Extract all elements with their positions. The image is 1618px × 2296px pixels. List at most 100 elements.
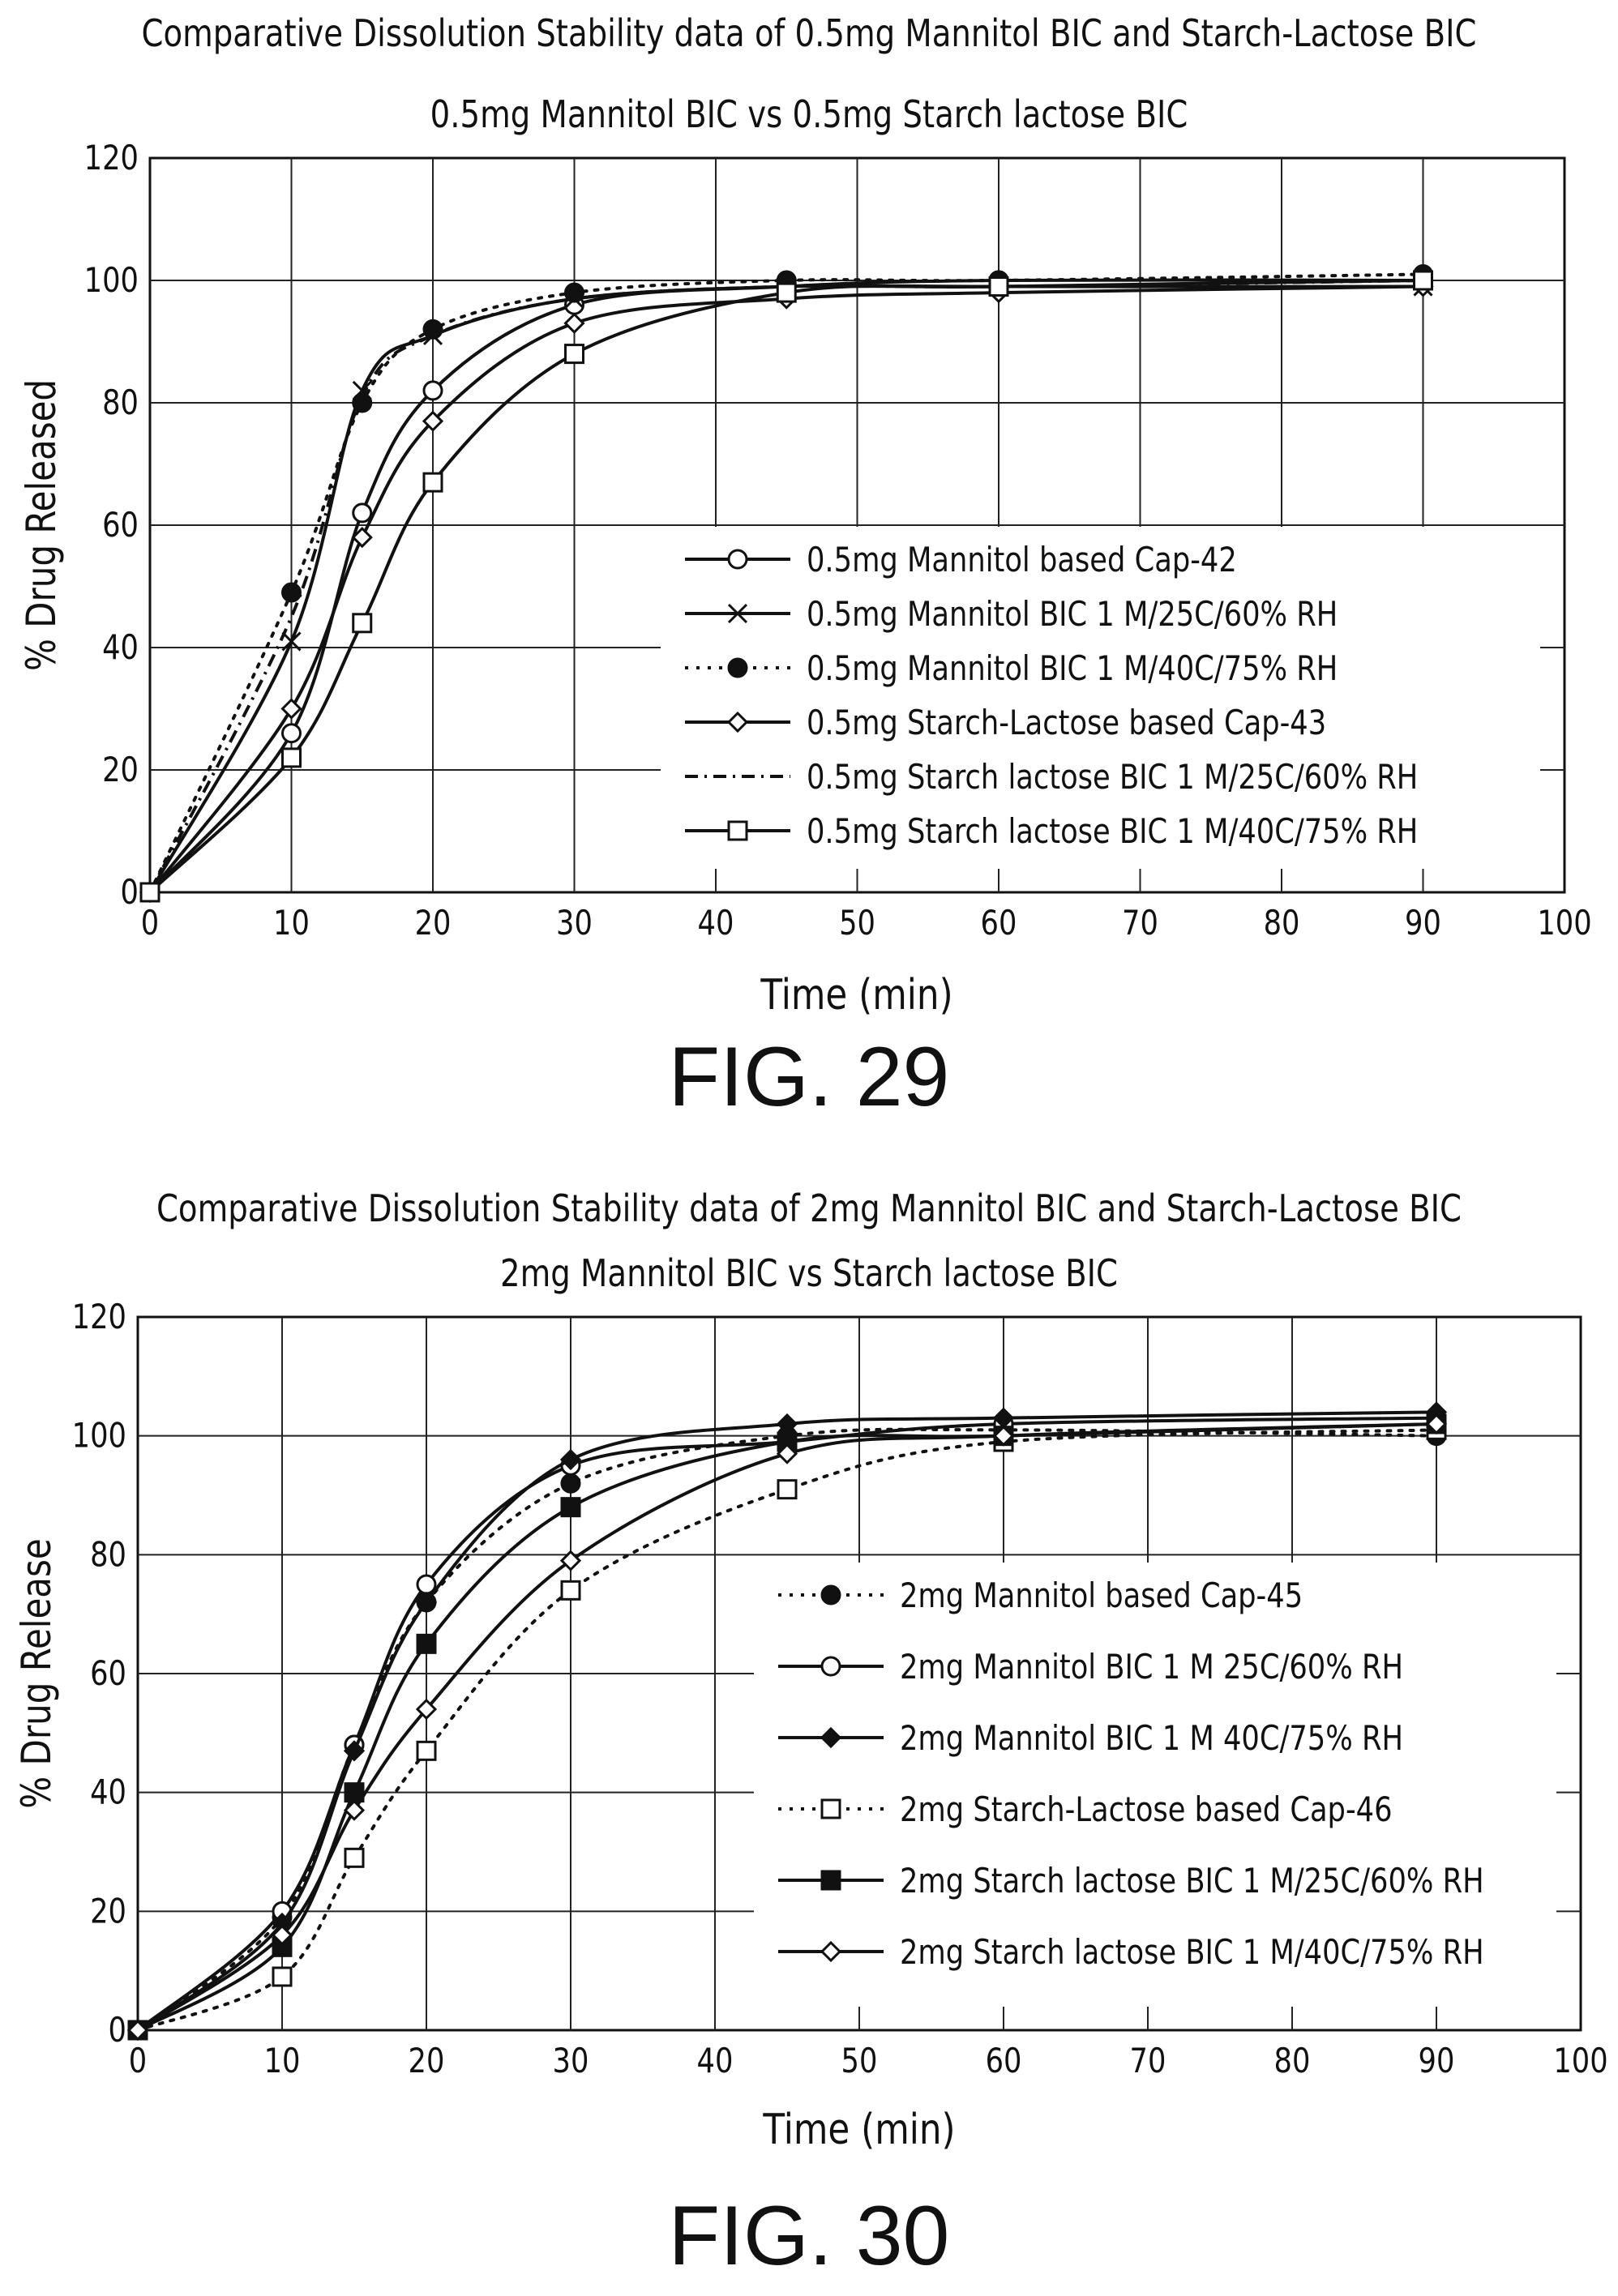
- x-tick-label: 40: [698, 904, 734, 943]
- x-tick-label: 20: [415, 904, 452, 943]
- data-point: [560, 1580, 581, 1601]
- y-tick-label: 120: [84, 139, 139, 178]
- y-tick-label: 20: [90, 1892, 126, 1931]
- chart-title: Comparative Dissolution Stability data o…: [141, 11, 1477, 55]
- chart-subtitle: 2mg Mannitol BIC vs Starch lactose BIC: [500, 1251, 1118, 1295]
- data-point: [564, 344, 584, 365]
- data-point: [422, 319, 443, 340]
- x-tick-label: 50: [839, 904, 875, 943]
- x-tick-label: 80: [1264, 904, 1300, 943]
- legend-swatch-marker: [820, 1870, 841, 1891]
- series-line: [148, 279, 1423, 893]
- y-tick-label: 0: [121, 873, 139, 913]
- data-point: [343, 1799, 366, 1821]
- series-5: [148, 279, 1423, 893]
- data-point: [281, 582, 302, 603]
- data-point: [560, 1473, 581, 1494]
- x-tick-label: 70: [1130, 2042, 1166, 2081]
- y-tick-label: 100: [72, 1417, 126, 1456]
- series-line: [148, 284, 1423, 894]
- chart-title: Comparative Dissolution Stability data o…: [156, 1186, 1462, 1230]
- series-line: [136, 1416, 1437, 2032]
- data-point: [988, 276, 1009, 297]
- data-point: [139, 882, 161, 903]
- data-point: [563, 312, 585, 334]
- x-tick-label: 30: [556, 904, 593, 943]
- chart-subtitle: 0.5mg Mannitol BIC vs 0.5mg Starch lacto…: [430, 92, 1188, 136]
- data-point: [422, 410, 444, 432]
- series-6: [139, 270, 1433, 903]
- data-point: [776, 282, 797, 303]
- legend-label: 0.5mg Mannitol BIC 1 M/40C/75% RH: [807, 649, 1338, 689]
- legend-swatch-marker: [820, 1656, 841, 1677]
- y-tick-label: 60: [102, 506, 139, 545]
- data-point: [352, 502, 373, 524]
- figure-30: Comparative Dissolution Stability data o…: [0, 1151, 1618, 2296]
- legend-label: 0.5mg Starch-Lactose based Cap-43: [807, 703, 1326, 743]
- data-point: [281, 747, 302, 768]
- y-tick-label: 20: [102, 750, 139, 790]
- legend-label: 0.5mg Mannitol BIC 1 M/25C/60% RH: [807, 595, 1338, 635]
- x-tick-label: 80: [1274, 2042, 1311, 2081]
- y-tick-label: 40: [90, 1773, 126, 1813]
- legend-label: 2mg Starch-Lactose based Cap-46: [900, 1790, 1393, 1830]
- y-axis-label: % Drug Release: [12, 1538, 59, 1808]
- x-axis-label: Time (min): [762, 2105, 955, 2154]
- chart-29-svg: 0 10 20 30 40 50 60 70 80 90 100 0 20 40 60 80 100 120 0.…: [17, 139, 1591, 1020]
- y-tick-label: 40: [102, 628, 139, 668]
- legend-swatch-marker: [820, 1798, 841, 1819]
- data-point: [416, 1740, 437, 1761]
- data-point: [776, 1443, 798, 1464]
- figure-label: FIG. 29: [668, 1030, 950, 1124]
- data-point: [352, 613, 373, 634]
- data-point: [992, 1425, 1015, 1447]
- x-tick-label: 0: [141, 904, 159, 943]
- series-6: [126, 1413, 1448, 2042]
- y-tick-label: 120: [72, 1298, 126, 1337]
- data-point: [281, 631, 302, 652]
- series-line: [148, 278, 1423, 894]
- data-point: [415, 1591, 438, 1614]
- y-tick-label: 80: [90, 1535, 126, 1575]
- data-point: [126, 2019, 149, 2042]
- legend-swatch-marker: [727, 820, 748, 841]
- data-point: [777, 1479, 798, 1500]
- data-point: [351, 526, 373, 549]
- y-tick-label: 100: [84, 261, 139, 301]
- data-point: [272, 1966, 293, 1987]
- data-point: [559, 1448, 582, 1471]
- legend-label: 0.5mg Mannitol based Cap-42: [807, 541, 1237, 580]
- y-tick-label: 0: [109, 2011, 126, 2050]
- legend-swatch-marker: [820, 1584, 841, 1605]
- data-point: [415, 1698, 438, 1721]
- data-point: [343, 1740, 366, 1762]
- legend-label: 2mg Starch lactose BIC 1 M/40C/75% RH: [900, 1933, 1484, 1973]
- x-axis-label: Time (min): [760, 970, 952, 1020]
- data-point: [416, 1574, 437, 1595]
- figure-label: FIG. 30: [668, 2189, 950, 2283]
- series-line: [148, 279, 1423, 894]
- series-line: [136, 1410, 1437, 2032]
- x-tick-label: 90: [1405, 904, 1441, 943]
- x-tick-label: 100: [1537, 904, 1591, 943]
- legend-label: 0.5mg Starch lactose BIC 1 M/40C/75% RH: [807, 812, 1418, 852]
- x-tick-label: 0: [129, 2042, 147, 2081]
- x-tick-label: 90: [1419, 2042, 1455, 2081]
- legend-label: 2mg Mannitol BIC 1 M 25C/60% RH: [900, 1648, 1403, 1687]
- x-tick-label: 50: [841, 2042, 878, 2081]
- legend-label: 2mg Starch lactose BIC 1 M/25C/60% RH: [900, 1862, 1484, 1901]
- y-tick-label: 80: [102, 383, 139, 423]
- x-tick-label: 10: [264, 2042, 301, 2081]
- figure-29: Comparative Dissolution Stability data o…: [0, 0, 1618, 1135]
- data-point: [344, 1847, 365, 1868]
- legend-swatch-marker: [727, 657, 748, 678]
- data-point: [559, 1550, 582, 1571]
- data-point: [1425, 1413, 1448, 1435]
- legend-label: 2mg Mannitol BIC 1 M 40C/75% RH: [900, 1719, 1403, 1759]
- x-tick-label: 60: [986, 2042, 1022, 2081]
- legend-swatch-marker: [727, 603, 748, 624]
- data-point: [271, 1924, 293, 1946]
- data-point: [416, 1633, 437, 1654]
- legend-swatch-marker: [726, 711, 749, 733]
- x-tick-label: 10: [273, 904, 310, 943]
